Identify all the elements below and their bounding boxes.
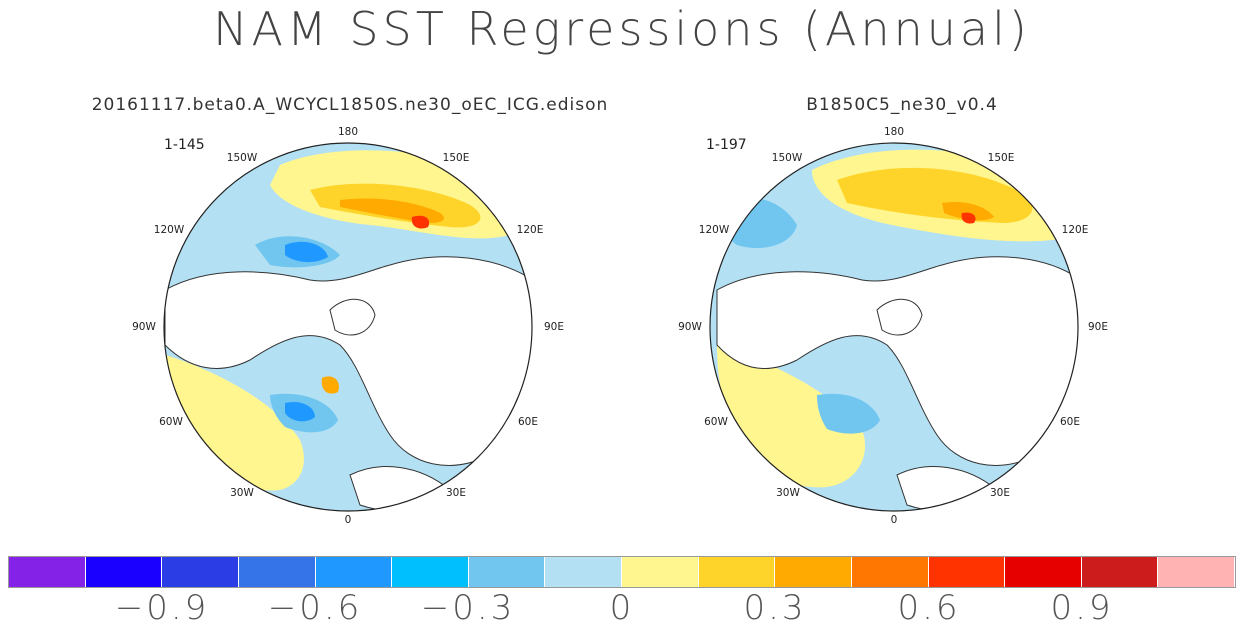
- lon-label-120e: 120E: [1062, 224, 1089, 236]
- lon-label-180: 180: [338, 126, 358, 138]
- lon-label-60w: 60W: [704, 416, 728, 428]
- lon-label-150w: 150W: [772, 152, 803, 164]
- colorbar-label: 0: [609, 588, 635, 628]
- main-title: NAM SST Regressions (Annual): [213, 2, 1031, 56]
- lon-label-120w: 120W: [154, 224, 185, 236]
- colorbar-label: 0.3: [743, 588, 807, 628]
- lon-label-0: 0: [891, 514, 898, 525]
- lon-label-90w: 90W: [678, 321, 702, 333]
- lon-label-30w: 30W: [230, 487, 254, 499]
- panel-title-right: B1850C5_ne30_v0.4: [806, 95, 998, 115]
- lon-label-0: 0: [345, 514, 352, 525]
- colorbar-box: [545, 557, 622, 587]
- panel-title-left: 20161117.beta0.A_WCYCL1850S.ne30_oEC_ICG…: [91, 95, 609, 115]
- map-border: [163, 142, 533, 512]
- lon-label-30e: 30E: [990, 487, 1010, 499]
- colorbar-box: [238, 557, 316, 587]
- colorbar-labels: −0.9 −0.6 −0.3 0 0.3 0.6 0.9: [0, 588, 1244, 634]
- colorbar-box: [1158, 557, 1235, 587]
- colorbar-box: [1005, 557, 1082, 587]
- lon-label-90e: 90E: [544, 321, 564, 333]
- colorbar-box: [775, 557, 852, 587]
- colorbar-box: [9, 557, 86, 587]
- greenland-land: [876, 298, 923, 336]
- lon-label-30e: 30E: [446, 487, 466, 499]
- colorbar-box: [1081, 557, 1159, 587]
- labrador-pos: [321, 376, 339, 394]
- pacific-max-pos: [411, 215, 430, 229]
- map-panel-left: 20161117.beta0.A_WCYCL1850S.ne30_oEC_ICG…: [70, 95, 630, 525]
- colorbar-box: [162, 557, 239, 587]
- colorbar-box: [315, 557, 393, 587]
- greenland-land: [329, 298, 376, 336]
- atlantic-neg-region: [817, 393, 880, 434]
- pacific-max-pos: [961, 212, 976, 224]
- lon-label-60e: 60E: [1060, 416, 1080, 428]
- colorbar: [8, 556, 1236, 588]
- colorbar-box: [392, 557, 469, 587]
- bering-strong-neg: [285, 241, 328, 263]
- lon-label-90e: 90E: [1088, 321, 1108, 333]
- colorbar-box: [851, 557, 929, 587]
- colorbar-box: [85, 557, 163, 587]
- colorbar-label: −0.9: [114, 588, 210, 628]
- colorbar-box: [468, 557, 546, 587]
- colorbar-box: [622, 557, 699, 587]
- lon-label-90w: 90W: [132, 321, 156, 333]
- lon-label-120e: 120E: [517, 224, 544, 236]
- lon-label-60w: 60W: [159, 416, 183, 428]
- year-range-left: 1-145: [164, 137, 205, 153]
- colorbar-label: −0.6: [267, 588, 363, 628]
- colorbar-label: 0.9: [1050, 588, 1114, 628]
- lon-label-30w: 30W: [776, 487, 800, 499]
- colorbar-label: 0.6: [897, 588, 961, 628]
- polar-map-right: 180 150W 150E 120W 120E 90W 90E 60W 60E …: [678, 126, 1108, 525]
- lon-label-150w: 150W: [227, 152, 258, 164]
- atlantic-strong-neg: [285, 401, 315, 422]
- year-range-right: 1-197: [706, 137, 747, 153]
- lon-label-150e: 150E: [443, 152, 470, 164]
- colorbar-box: [698, 557, 776, 587]
- lon-label-180: 180: [884, 126, 904, 138]
- lon-label-60e: 60E: [518, 416, 538, 428]
- map-panel-right: B1850C5_ne30_v0.4 1-197 180 150W 150E 12…: [622, 95, 1182, 525]
- colorbar-box: [928, 557, 1006, 587]
- pacific-strong-pos: [942, 201, 994, 221]
- colorbar-label: −0.3: [420, 588, 516, 628]
- lon-label-120w: 120W: [699, 224, 730, 236]
- atlantic-pos-region: [165, 355, 304, 491]
- lon-label-150e: 150E: [988, 152, 1015, 164]
- polar-map-left: 180 150W 150E 120W 120E 90W 90E 60W 60E …: [132, 126, 564, 525]
- map-border: [709, 142, 1079, 512]
